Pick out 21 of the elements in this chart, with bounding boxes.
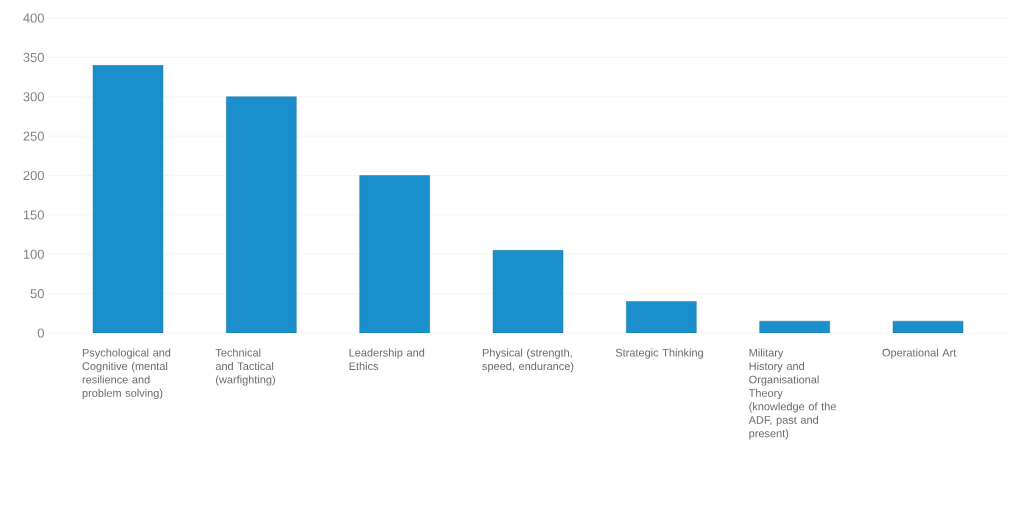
x-tick-label: Strategic Thinking [615,348,703,359]
bar [226,96,297,333]
x-tick-label: Operational Art [882,348,957,359]
y-tick-label: 0 [37,328,44,338]
x-tick-label: Leadership and Ethics [349,348,425,371]
bar [359,175,430,333]
y-tick-label: 100 [23,249,44,259]
y-tick-label: 50 [30,289,44,299]
x-tick-label: Military History and Organisational Theory (knowledge of the ADF, past and present) [748,348,836,440]
bar [492,250,564,333]
y-tick-label: 200 [23,170,44,181]
y-tick-label: 300 [23,92,44,102]
y-tick-label: 150 [23,210,44,220]
y-tick-label: 250 [23,131,44,141]
bar [92,65,164,333]
x-tick-label: Technical and Tactical (warfighting) [215,348,275,386]
y-tick-label: 400 [23,13,44,23]
y-tick-label: 350 [23,52,44,62]
x-tick-label: Physical (strength, speed, endurance) [482,348,574,373]
bar [626,301,697,333]
x-tick-label: Psychological and Cognitive (mental resilience and problem solving) [82,348,171,400]
